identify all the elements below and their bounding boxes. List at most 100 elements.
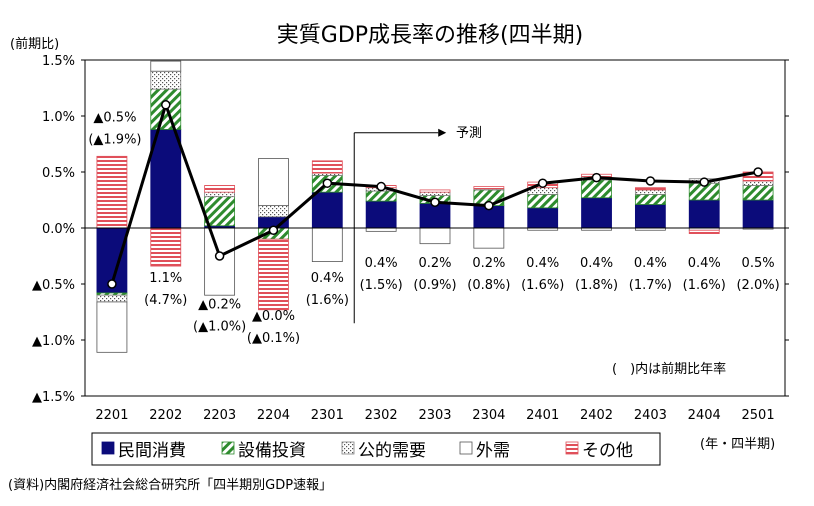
bar-segment [311, 160, 343, 174]
y-axis-label: (前期比) [10, 36, 59, 52]
bar-segment [634, 204, 666, 229]
gdp-growth-point [591, 172, 602, 183]
x-axis-unit: (年・四半期) [700, 437, 775, 452]
y-tick-label: 0.5% [42, 166, 75, 181]
bar-segment [204, 196, 236, 227]
bar-segment [96, 301, 128, 353]
gdp-growth-point [699, 177, 709, 187]
bar-sublabel: (4.7%) [144, 293, 187, 308]
x-tick-label: 2401 [526, 408, 559, 423]
bar-segment [634, 193, 666, 205]
bar-segment [634, 187, 666, 191]
x-tick-label: 2201 [95, 408, 128, 423]
bar-sublabel: (1.8%) [575, 278, 618, 293]
bar-segment [365, 190, 397, 202]
y-tick-label: ▲0.5% [32, 278, 75, 293]
chart-title: 実質GDP成長率の推移(四半期) [277, 23, 583, 48]
bar-segment [527, 207, 559, 229]
bar-segment [742, 185, 774, 201]
x-tick-label: 2501 [742, 408, 775, 423]
bar-segment [688, 229, 720, 235]
bar-segment [96, 155, 128, 229]
bar-segment [150, 60, 182, 72]
bar-segment [419, 189, 451, 193]
x-tick-label: 2303 [418, 408, 451, 423]
bar-label: 0.4% [634, 256, 667, 271]
bar-segment [204, 191, 236, 198]
bar-segment [204, 185, 236, 193]
gdp-growth-point [161, 100, 171, 110]
bar-segment [258, 205, 289, 218]
bar-label: 0.4% [365, 256, 398, 271]
y-tick-label: 1.5% [42, 54, 75, 69]
bar-sublabel: (▲1.9%) [88, 133, 141, 148]
bar-sublabel: (0.8%) [467, 278, 510, 293]
plot-area: 1.5% 1.0% 0.5% 0.0% ▲0.5% ▲1.0% ▲1.5% ▲0.5% (▲1.… [32, 54, 789, 423]
bar-segment [150, 129, 182, 229]
bar-segment [742, 199, 774, 229]
bar-sublabel: (1.6%) [683, 278, 726, 293]
bar-segment [419, 191, 451, 196]
bar-segment [311, 227, 343, 262]
y-tick-label: ▲1.0% [32, 334, 75, 349]
legend-swatch [565, 441, 579, 455]
legend-entry: 外需 [476, 441, 510, 461]
bar-segment [258, 238, 289, 311]
bar-segment [581, 197, 612, 229]
bar-sublabel: (▲0.1%) [247, 331, 300, 346]
bar-segment [581, 179, 612, 199]
x-tick-label: 2304 [472, 408, 505, 423]
bar-segment [311, 191, 343, 229]
bar-label: 0.4% [688, 256, 721, 271]
gdp-growth-point [537, 178, 548, 188]
y-tick-label: 0.0% [42, 222, 75, 237]
legend-swatch [101, 441, 115, 455]
bar-label: 1.1% [149, 271, 182, 286]
bar-segment [96, 294, 128, 303]
legend-swatch [341, 441, 355, 455]
source-note: (資料)内閣府経済社会総合研究所「四半期別GDP速報」 [8, 477, 332, 493]
annual-rate-note: ( )内は前期比年率 [612, 361, 726, 377]
bar-segment [365, 200, 397, 229]
x-tick-label: 2203 [203, 408, 236, 423]
y-tick-label: ▲1.5% [32, 390, 75, 405]
x-tick-label: 2403 [634, 408, 667, 423]
bar-sublabel: (1.5%) [360, 278, 403, 293]
gdp-growth-point [484, 200, 494, 211]
bar-label: ▲0.5% [93, 111, 136, 126]
gdp-growth-point [322, 178, 333, 188]
bar-segment [365, 227, 397, 232]
bar-segment [634, 189, 666, 195]
legend-entry: その他 [582, 441, 633, 461]
x-tick-label: 2301 [311, 408, 344, 423]
bar-segment [419, 227, 451, 245]
x-tick-label: 2404 [688, 408, 721, 423]
legend-entry: 公的需要 [358, 441, 426, 461]
legend-swatch [459, 441, 473, 455]
bar-sublabel: (2.0%) [736, 278, 779, 293]
bar-label: 0.5% [742, 256, 775, 271]
legend-entry: 設備投資 [238, 441, 306, 461]
gdp-growth-point [107, 279, 117, 289]
gdp-growth-point [753, 167, 763, 177]
bar-segment [742, 180, 774, 186]
bar-label: 0.2% [418, 256, 451, 271]
bar-segment [150, 227, 182, 267]
x-tick-label: 2402 [580, 408, 613, 423]
forecast-label: 予測 [456, 126, 482, 141]
bar-segment [419, 202, 451, 229]
bar-label: 0.4% [526, 256, 559, 271]
gdp-growth-point [430, 197, 440, 207]
forecast-arrow-head [438, 128, 447, 137]
gdp-growth-point [214, 251, 225, 261]
bar-segment [473, 227, 505, 249]
bar-segment [688, 199, 720, 229]
bar-label: 0.4% [580, 256, 613, 271]
bar-sublabel: (0.9%) [413, 278, 456, 293]
x-tick-label: 2202 [149, 408, 182, 423]
legend-swatch [221, 441, 235, 455]
bar-sublabel: (1.6%) [306, 293, 349, 308]
bar-sublabel: (▲1.0%) [193, 320, 246, 335]
bar-label: 0.4% [311, 271, 344, 286]
